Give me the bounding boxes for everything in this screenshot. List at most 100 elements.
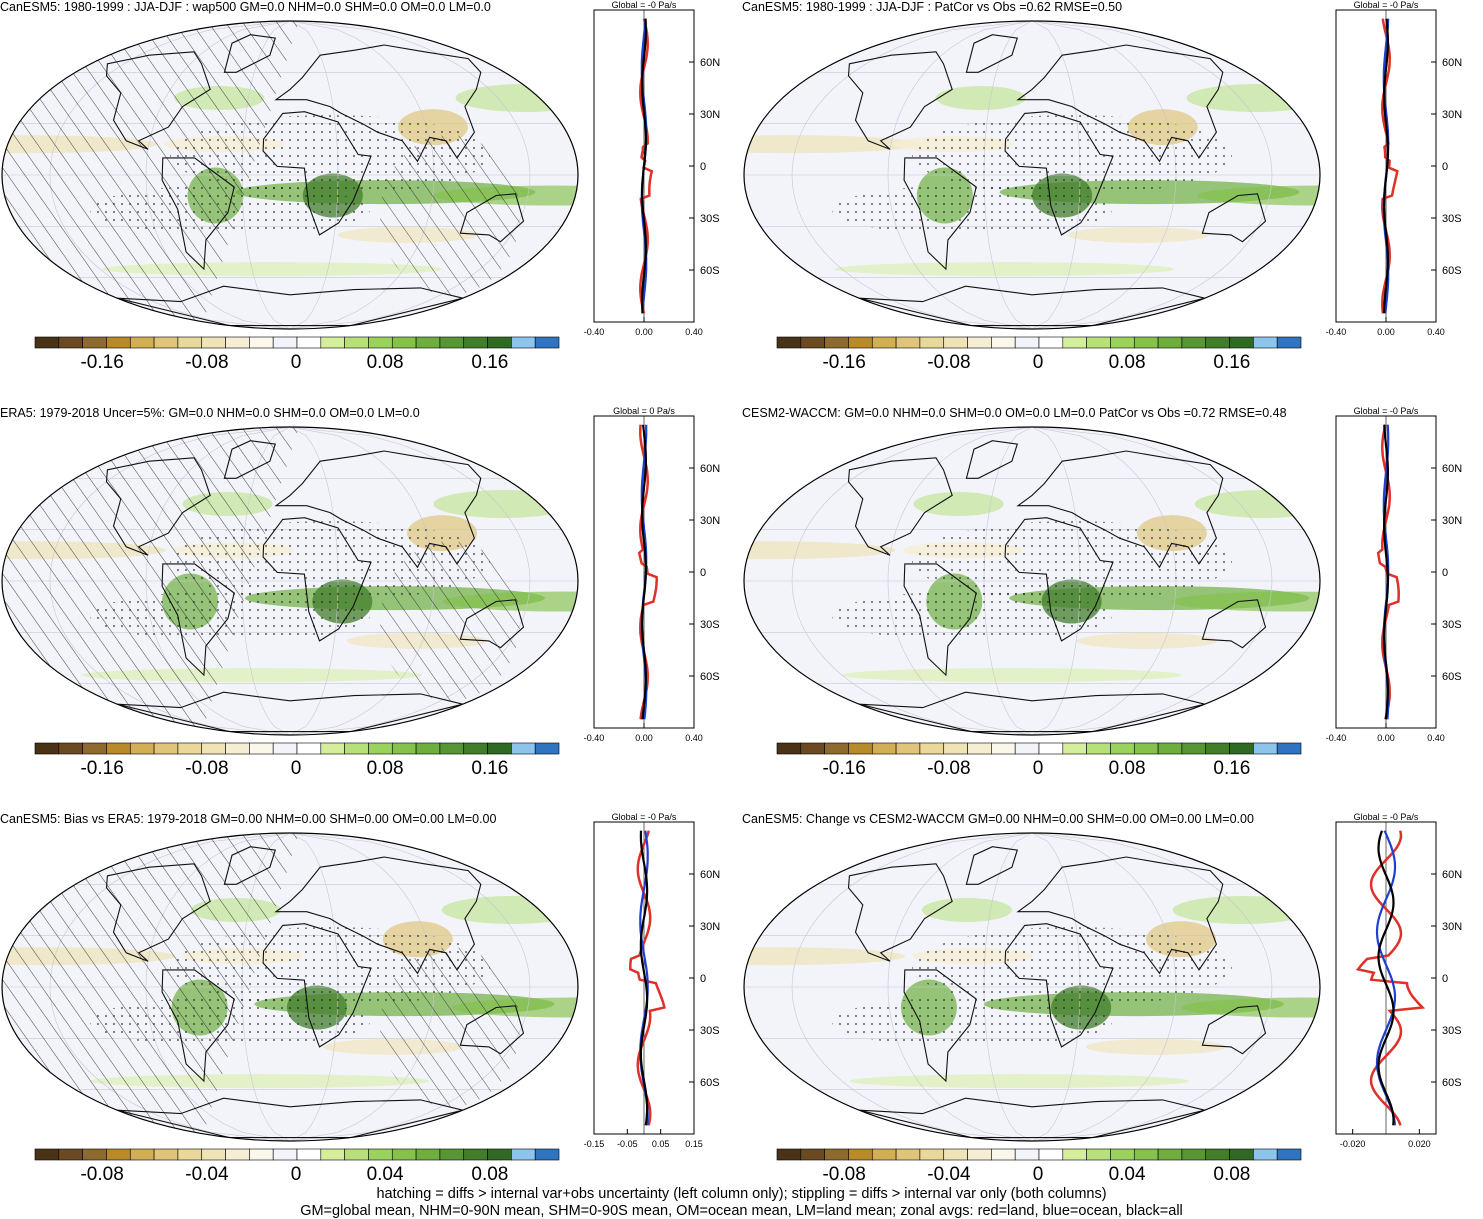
colorbar-swatch <box>919 742 945 755</box>
zonal-x-label: -0.40 <box>1326 733 1347 743</box>
colorbar <box>34 336 560 349</box>
colorbar-swatch <box>1276 336 1302 349</box>
colorbar-swatch <box>1229 1148 1254 1161</box>
colorbar-swatch <box>201 336 226 349</box>
zonal-x-label: -0.020 <box>1340 1139 1366 1149</box>
rising-southern-ocean <box>841 668 1182 683</box>
panel-cesm2-waccm: CESM2-WACCM: GM=0.0 NHM=0.0 SHM=0.0 OM=0… <box>742 406 1483 812</box>
colorbar-swatch <box>296 742 322 755</box>
coastline-eurasia <box>274 856 482 975</box>
colorbar-swatch <box>1038 742 1064 755</box>
colorbar-swatch <box>1062 1148 1087 1161</box>
coastline-antarctica <box>117 285 463 327</box>
colorbar-swatch <box>967 1148 992 1161</box>
zonal-average-plot: Global = -0 Pa/s 60N 30N 0 30S 60S -0.40 0.00 0.… <box>1326 0 1462 337</box>
panel-era5: ERA5: 1979-2018 Uncer=5%: GM=0.0 NHM=0.0… <box>0 406 741 812</box>
colorbar-swatch <box>463 336 488 349</box>
colorbar-swatch <box>776 742 802 755</box>
footer-note-hatching: hatching = diffs > internal var+obs unce… <box>376 1186 1107 1202</box>
colorbar-swatch <box>1181 1148 1207 1161</box>
subsidence-south-indian <box>1068 226 1209 243</box>
coastline-antarctica <box>859 691 1205 733</box>
colorbar-tick-label: 0.08 <box>366 758 404 779</box>
colorbar-swatch <box>895 1148 921 1161</box>
colorbar-swatch <box>487 1148 512 1161</box>
zonal-lat-label: 60N <box>1442 57 1462 69</box>
coastline-africa <box>1004 111 1114 236</box>
colorbar-swatch <box>871 742 897 755</box>
coastline-australia <box>459 599 525 649</box>
colorbar-swatch <box>1253 1148 1278 1161</box>
colorbar-swatch <box>943 742 968 755</box>
coastline-australia <box>1201 193 1267 243</box>
coastline-greenland <box>223 440 277 479</box>
colorbar-swatch <box>439 336 465 349</box>
zonal-all-curve <box>640 424 648 720</box>
colorbar-swatch <box>1229 742 1254 755</box>
colorbar-swatch <box>82 742 107 755</box>
coastline-eurasia <box>1016 856 1224 975</box>
coastline-north-america <box>847 457 953 556</box>
rising-band-south-pacific <box>1181 997 1320 1018</box>
zonal-x-label: -0.40 <box>584 327 605 337</box>
colorbar-tick-label: 0 <box>1032 758 1044 779</box>
colorbar-tick-label: 0 <box>290 1164 302 1185</box>
zonal-global-mean-label: Global = -0 Pa/s <box>1354 0 1419 10</box>
panel-canesm5-change: CanESM5: Change vs CESM2-WACCM GM=0.00 N… <box>742 812 1483 1218</box>
colorbar-swatch <box>1110 336 1135 349</box>
coastline-eurasia <box>274 44 482 163</box>
zonal-x-label: 0.00 <box>1377 327 1395 337</box>
coastline-greenland <box>965 440 1019 479</box>
zonal-lat-label: 30N <box>1442 921 1462 933</box>
colorbar-swatch <box>943 1148 968 1161</box>
colorbar-swatch <box>1205 742 1230 755</box>
colorbar-tick-label: 0.08 <box>1213 1164 1251 1185</box>
panel-title: CanESM5: Change vs CESM2-WACCM GM=0.00 N… <box>742 812 1254 826</box>
colorbar-swatch <box>249 1148 274 1161</box>
stippling-region <box>912 521 1232 601</box>
coastline-south-america <box>161 157 235 271</box>
colorbar-swatch <box>153 336 179 349</box>
colorbar <box>34 742 560 755</box>
colorbar-swatch <box>1062 742 1087 755</box>
zonal-x-label: 0.40 <box>1427 327 1445 337</box>
panel-title: CanESM5: 1980-1999 : JJA-DJF : PatCor vs… <box>742 0 1123 14</box>
coastline-south-america <box>903 563 977 677</box>
zonal-lat-label: 60N <box>1442 869 1462 881</box>
robinson-map <box>743 832 1321 1142</box>
robinson-map <box>743 20 1321 330</box>
colorbar-swatch <box>249 336 274 349</box>
colorbar-swatch <box>344 1148 369 1161</box>
coastline-eurasia <box>274 450 482 569</box>
colorbar-tick-label: -0.16 <box>822 758 866 779</box>
zonal-lat-label: 30N <box>700 921 720 933</box>
zonal-lat-label: 60N <box>1442 463 1462 475</box>
colorbar-swatch <box>463 742 488 755</box>
colorbar-swatch <box>919 1148 945 1161</box>
colorbar-swatch <box>534 742 560 755</box>
colorbar-swatch <box>320 336 345 349</box>
coastline-north-america <box>105 51 211 150</box>
colorbar-tick-label: 0.16 <box>1213 758 1251 779</box>
colorbar-swatch <box>344 742 369 755</box>
colorbar-swatch <box>1062 336 1087 349</box>
colorbar-tick-label: -0.16 <box>80 758 124 779</box>
zonal-x-label: 0.00 <box>635 327 653 337</box>
colorbar-swatch <box>487 336 512 349</box>
zonal-all-curve <box>639 830 649 1126</box>
colorbar-swatch <box>439 742 465 755</box>
colorbar-tick-label: -0.08 <box>822 1164 866 1185</box>
zonal-lat-label: 30S <box>1442 1025 1462 1037</box>
zonal-lat-label: 30S <box>1442 213 1462 225</box>
colorbar-swatch <box>1157 1148 1183 1161</box>
zonal-average-plot: Global = -0 Pa/s 60N 30N 0 30S 60S -0.40 0.00 0.… <box>1326 406 1462 743</box>
colorbar-swatch <box>415 1148 441 1161</box>
coastline-eurasia <box>1016 44 1224 163</box>
colorbar-swatch <box>511 1148 536 1161</box>
colorbar <box>34 1148 560 1161</box>
zonal-average-plot: Global = 0 Pa/s 60N 30N 0 30S 60S -0.40 0.00 0.4… <box>584 406 720 743</box>
colorbar-swatch <box>415 336 441 349</box>
colorbar-tick-label: -0.08 <box>80 1164 124 1185</box>
coastline-eurasia <box>1016 450 1224 569</box>
colorbar-swatch <box>776 1148 802 1161</box>
